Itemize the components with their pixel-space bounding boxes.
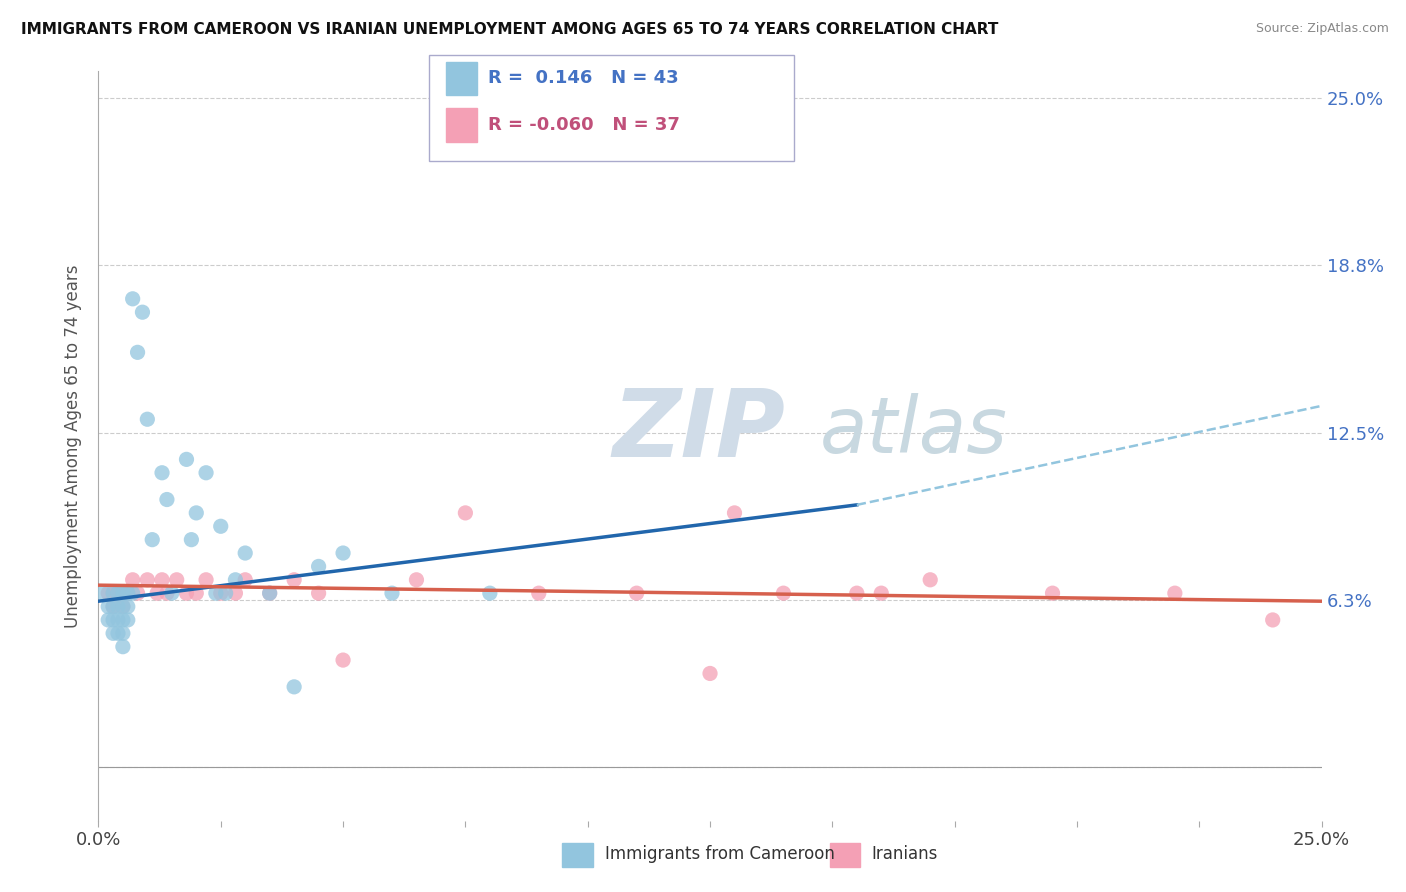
Point xyxy=(259,586,281,600)
Point xyxy=(699,666,721,681)
Point xyxy=(156,586,179,600)
Point xyxy=(527,586,550,600)
Point xyxy=(91,586,114,600)
Point xyxy=(195,573,218,587)
Point xyxy=(405,573,427,587)
Point xyxy=(121,292,143,306)
Text: atlas: atlas xyxy=(820,393,1008,469)
Text: Source: ZipAtlas.com: Source: ZipAtlas.com xyxy=(1256,22,1389,36)
Point xyxy=(136,573,159,587)
Point xyxy=(111,586,134,600)
Point xyxy=(186,586,208,600)
Point xyxy=(136,412,159,426)
Point xyxy=(107,586,129,600)
Point xyxy=(97,586,120,600)
Point xyxy=(131,305,153,319)
Point xyxy=(233,546,256,560)
Point xyxy=(166,573,188,587)
Point xyxy=(224,573,246,587)
Point xyxy=(626,586,648,600)
Text: Iranians: Iranians xyxy=(872,845,938,863)
Point xyxy=(1261,613,1284,627)
Point xyxy=(117,586,139,600)
Text: ZIP: ZIP xyxy=(612,385,785,477)
Point xyxy=(214,586,236,600)
Point xyxy=(259,586,281,600)
Point xyxy=(150,466,173,480)
Text: R = -0.060   N = 37: R = -0.060 N = 37 xyxy=(488,116,679,134)
Point xyxy=(97,613,120,627)
Point xyxy=(160,586,183,600)
Point xyxy=(156,492,179,507)
Point xyxy=(224,586,246,600)
Point xyxy=(111,586,134,600)
Point xyxy=(101,599,124,614)
Point xyxy=(117,586,139,600)
Text: R =  0.146   N = 43: R = 0.146 N = 43 xyxy=(488,70,679,87)
Point xyxy=(308,559,330,574)
Point xyxy=(101,626,124,640)
Point xyxy=(845,586,868,600)
Text: Immigrants from Cameroon: Immigrants from Cameroon xyxy=(605,845,834,863)
Point xyxy=(141,533,163,547)
Point xyxy=(176,452,198,467)
Point xyxy=(150,573,173,587)
Point xyxy=(117,599,139,614)
Point xyxy=(723,506,745,520)
Point xyxy=(283,680,305,694)
Point xyxy=(101,613,124,627)
Point xyxy=(97,599,120,614)
Point xyxy=(111,640,134,654)
Point xyxy=(101,586,124,600)
Point xyxy=(146,586,169,600)
Point xyxy=(209,586,232,600)
Point xyxy=(101,599,124,614)
Point xyxy=(209,519,232,533)
Point xyxy=(111,613,134,627)
Point xyxy=(180,533,202,547)
Point xyxy=(308,586,330,600)
Y-axis label: Unemployment Among Ages 65 to 74 years: Unemployment Among Ages 65 to 74 years xyxy=(65,264,83,628)
Point xyxy=(772,586,794,600)
Point xyxy=(127,586,149,600)
Point xyxy=(117,613,139,627)
Point xyxy=(283,573,305,587)
Point xyxy=(176,586,198,600)
Point xyxy=(920,573,942,587)
Point xyxy=(332,653,354,667)
Point xyxy=(454,506,477,520)
Point xyxy=(111,599,134,614)
Point xyxy=(107,599,129,614)
Point xyxy=(101,586,124,600)
Point xyxy=(107,586,129,600)
Point xyxy=(381,586,404,600)
Point xyxy=(233,573,256,587)
Point xyxy=(195,466,218,480)
Point xyxy=(107,626,129,640)
Point xyxy=(111,599,134,614)
Point xyxy=(870,586,893,600)
Point xyxy=(107,613,129,627)
Point xyxy=(186,506,208,520)
Point xyxy=(121,573,143,587)
Point xyxy=(121,586,143,600)
Point xyxy=(127,345,149,359)
Point xyxy=(478,586,501,600)
Point xyxy=(205,586,228,600)
Point xyxy=(1042,586,1064,600)
Point xyxy=(1164,586,1187,600)
Text: IMMIGRANTS FROM CAMEROON VS IRANIAN UNEMPLOYMENT AMONG AGES 65 TO 74 YEARS CORRE: IMMIGRANTS FROM CAMEROON VS IRANIAN UNEM… xyxy=(21,22,998,37)
Point xyxy=(332,546,354,560)
Point xyxy=(111,626,134,640)
